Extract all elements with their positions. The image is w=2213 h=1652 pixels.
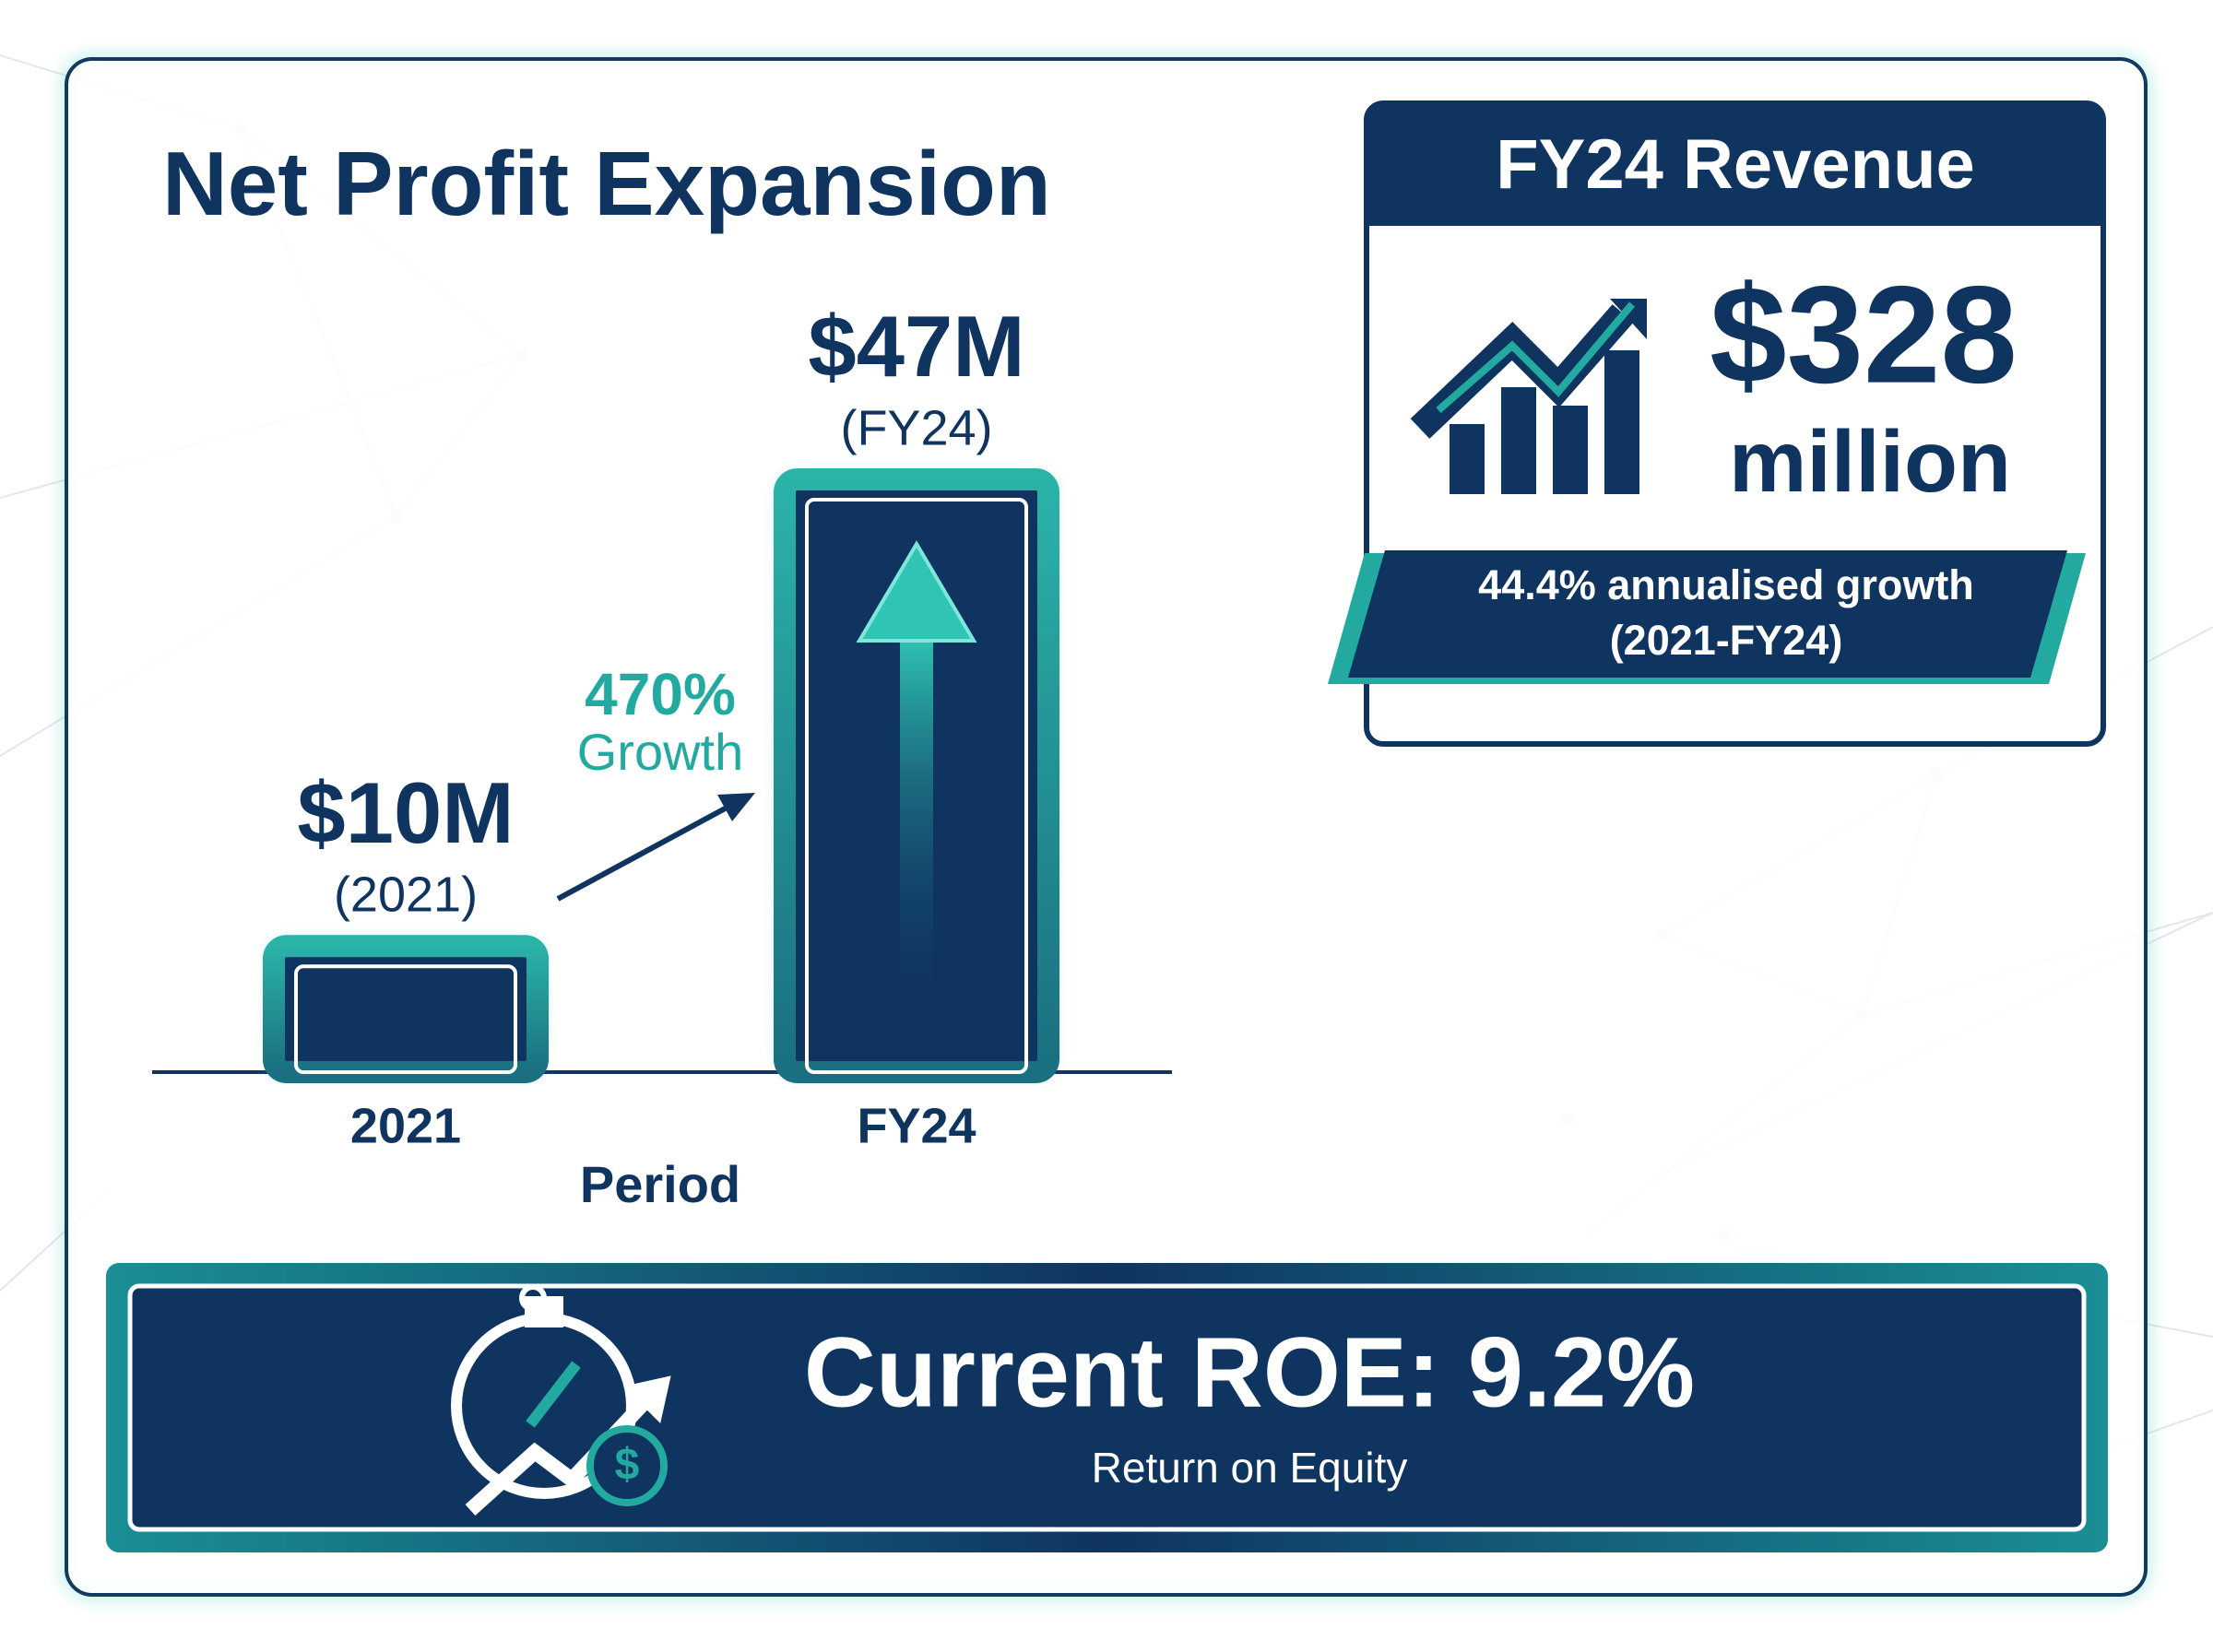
revenue-card: FY24 Revenue $328 million 44.4% annualis…	[1328, 100, 2106, 747]
roe-icon: $	[451, 1284, 671, 1516]
chart-title: Net Profit Expansion	[162, 133, 1051, 234]
growth-arrow	[556, 804, 730, 902]
revenue-card-title: FY24 Revenue	[1496, 125, 1975, 204]
growth-text: 44.4% annualised growth	[1478, 561, 1974, 608]
growth-annotation-value: 470%	[585, 661, 736, 727]
value-label: $47M	[808, 298, 1024, 395]
period-label: (2021)	[334, 867, 478, 922]
roe-banner: $ Current ROE: 9.2% Return on Equity	[106, 1263, 2108, 1552]
growth-arrow-head	[717, 793, 755, 821]
revenue-value: $328	[1710, 257, 2018, 412]
x-tick-label: FY24	[857, 1098, 976, 1153]
x-tick-label: 2021	[350, 1098, 461, 1153]
bar-inner-border	[805, 498, 1028, 1074]
bar-inner-border	[294, 964, 517, 1075]
period-label: (FY24)	[840, 400, 992, 455]
roe-subtitle: Return on Equity	[1092, 1444, 1408, 1492]
bar-arrow-head	[856, 540, 977, 643]
bar-chart: $10M (2021) 2021 $47M(FY24) FY24 470%Growth Pe…	[152, 298, 1172, 1213]
roe-title: Current ROE: 9.2%	[804, 1316, 1695, 1428]
growth-period: (2021-FY24)	[1610, 617, 1843, 664]
growth-annotation-label: Growth	[577, 723, 744, 781]
growth-ribbon	[1348, 550, 2067, 678]
x-axis-label: Period	[580, 1155, 740, 1213]
revenue-card-header	[1367, 103, 2103, 226]
value-label: $10M	[297, 764, 514, 861]
svg-text:$: $	[615, 1441, 640, 1490]
growth-icon	[1410, 299, 1647, 494]
bar-arrow-shaft	[900, 636, 933, 1017]
revenue-unit: million	[1729, 413, 2011, 511]
